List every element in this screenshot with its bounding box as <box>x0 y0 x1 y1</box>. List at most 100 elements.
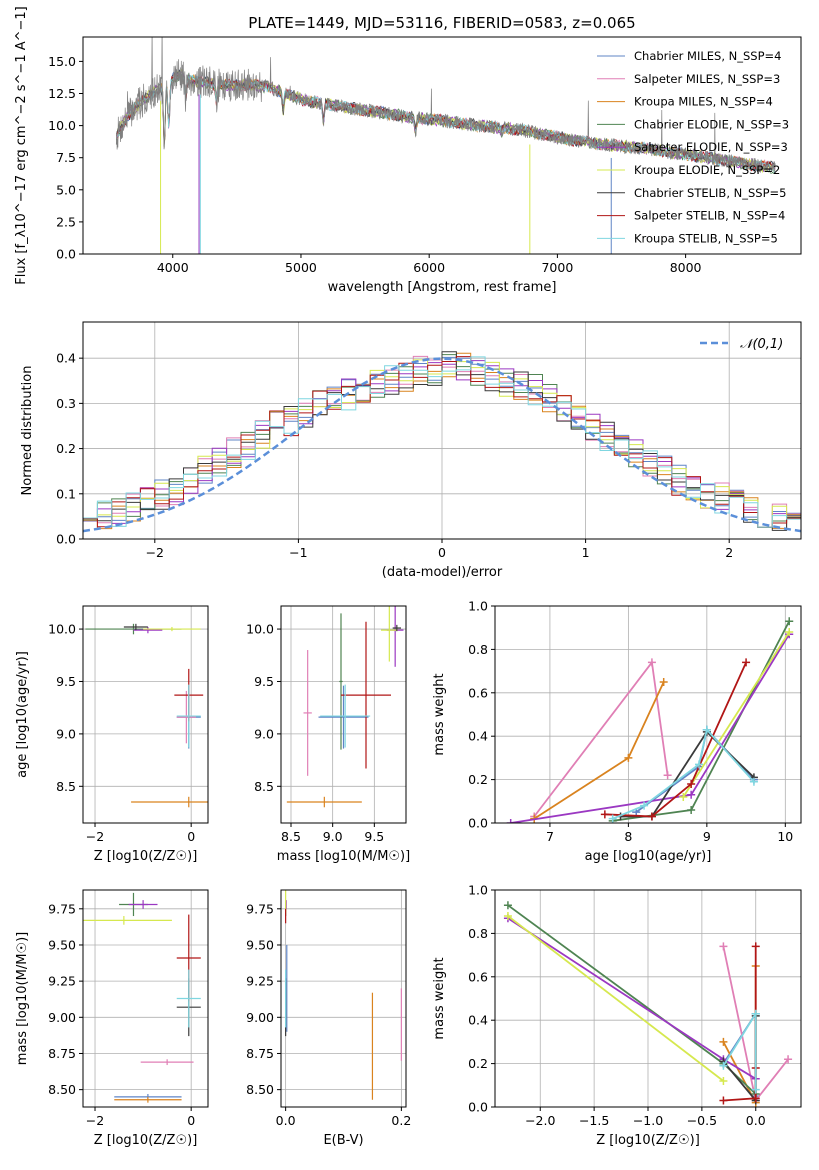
x-tick-label: −2 <box>86 1113 104 1128</box>
y-tick-label: 0.8 <box>468 642 488 657</box>
y-tick-label: 8.75 <box>48 1046 76 1061</box>
errorbar-point <box>176 684 201 748</box>
legend-label: Chabrier STELIB, N_SSP=5 <box>634 186 786 200</box>
figure-title: PLATE=1449, MJD=53116, FIBERID=0583, z=0… <box>248 14 635 32</box>
errorbar-point <box>339 613 343 750</box>
legend-label: Salpeter ELODIE, N_SSP=3 <box>634 140 788 154</box>
y-tick-label: 0.0 <box>468 1100 488 1115</box>
age-vs-mass-panel: 8.5 9.0 9.5 8.5 9.0 9.5 10.0 mass [log10(M/M☉)] <box>246 605 410 864</box>
plot-area <box>506 617 794 823</box>
x-tick-label: 0.0 <box>276 1113 296 1128</box>
errorbar-point <box>320 684 371 748</box>
weight-point-marker <box>784 1055 793 1064</box>
weight-point-marker <box>719 1096 728 1105</box>
weight-point-marker <box>687 790 696 799</box>
weight-point-marker <box>751 1085 760 1094</box>
axes-frame <box>494 889 802 1108</box>
weight-vs-metallicity-panel: −2.0 −1.5 −1.0 −0.5 0.0 0.0 0.2 0.4 0.6 0.8 1.0 Z [… <box>432 883 802 1148</box>
axes-frame <box>280 889 407 1108</box>
errorbar-point <box>128 900 158 909</box>
y-tick-label: 0.0 <box>56 247 76 262</box>
y-tick-label: 8.75 <box>246 1046 274 1061</box>
weight-point-marker <box>608 814 617 823</box>
weight-vs-age-panel: 7 8 9 10 0.0 0.2 0.4 0.6 0.8 1.0 age [log10(age/yr… <box>432 599 802 864</box>
spectrum-panel: 4000 5000 6000 7000 8000 0.0 2.5 5.0 7.5 10.0 12.5… <box>14 6 802 295</box>
weight-point-marker <box>624 753 633 762</box>
x-axis-label: age [log10(age/yr)] <box>585 849 712 864</box>
weight-point-marker <box>600 810 609 819</box>
errorbar-point <box>143 626 201 632</box>
weight-point-marker <box>687 805 696 814</box>
weight-point-marker <box>506 819 515 823</box>
errorbar-point <box>392 624 401 632</box>
errorbar-point <box>381 606 398 662</box>
y-tick-label: 0.6 <box>468 969 488 984</box>
weight-point-marker <box>640 801 649 810</box>
weight-point-marker <box>749 777 758 786</box>
x-tick-label: −2 <box>86 829 104 844</box>
x-axis-label: E(B-V) <box>323 1133 363 1148</box>
y-tick-label: 0.2 <box>56 441 76 456</box>
x-tick-label: 0 <box>187 829 195 844</box>
errorbar-point <box>176 690 196 744</box>
plot-area <box>503 901 793 1107</box>
x-axis-label: Z [log10(Z/Z☉)] <box>94 1133 198 1148</box>
x-tick-label: −2.0 <box>525 1113 555 1128</box>
y-tick-label: 8.5 <box>254 779 274 794</box>
weight-point-marker <box>785 617 794 626</box>
observed-spectrum-line <box>115 37 776 173</box>
x-tick-label: 4000 <box>157 260 189 275</box>
y-tick-label: 9.0 <box>254 726 274 741</box>
errorbar-point <box>286 796 362 808</box>
y-tick-label: 0.2 <box>468 1056 488 1071</box>
errorbar-point <box>131 796 208 808</box>
y-tick-label: 9.5 <box>254 674 274 689</box>
x-tick-label: 9.5 <box>364 829 384 844</box>
y-tick-label: 9.50 <box>246 937 274 952</box>
plot-area <box>83 892 201 1103</box>
axes-frame <box>82 36 802 255</box>
errorbar-point <box>133 626 163 634</box>
y-tick-label: 9.25 <box>48 974 76 989</box>
x-tick-label: 0 <box>438 545 446 560</box>
spectrum-legend: Chabrier MILES, N_SSP=4 Salpeter MILES, N… <box>597 49 789 245</box>
x-tick-label: 8 <box>624 829 632 844</box>
x-tick-label: 8.5 <box>281 829 301 844</box>
weight-point-marker <box>785 628 794 637</box>
legend-label: 𝒩(0,1) <box>740 337 783 352</box>
y-tick-label: 10.0 <box>48 118 76 133</box>
y-tick-label: 9.0 <box>56 726 76 741</box>
errorbar-point <box>303 650 312 776</box>
weight-point-marker <box>751 942 760 951</box>
y-tick-label: 9.50 <box>48 937 76 952</box>
x-tick-label: 2 <box>725 545 733 560</box>
axes-frame <box>82 889 209 1108</box>
weight-point-marker <box>742 658 751 667</box>
weight-point-marker <box>647 812 656 821</box>
weight-point-marker <box>719 1076 728 1085</box>
x-tick-label: −1.0 <box>633 1113 663 1128</box>
legend-label: Kroupa STELIB, N_SSP=5 <box>634 231 778 245</box>
plot-area <box>286 606 404 808</box>
weight-point-marker <box>751 1009 760 1018</box>
y-tick-label: 0.4 <box>468 1013 488 1028</box>
histogram-step <box>83 351 801 531</box>
x-tick-label: 0.2 <box>391 1113 411 1128</box>
errorbar-point <box>176 969 201 1028</box>
y-tick-label: 7.5 <box>56 150 76 165</box>
y-tick-label: 9.75 <box>246 901 274 916</box>
y-tick-label: 15.0 <box>48 54 76 69</box>
legend-label: Chabrier ELODIE, N_SSP=3 <box>634 117 789 131</box>
y-tick-label: 0.6 <box>468 685 488 700</box>
y-tick-label: 0.0 <box>468 816 488 831</box>
x-tick-label: 0.0 <box>746 1113 766 1128</box>
weight-series-line <box>533 681 665 820</box>
x-axis-label: Z [log10(Z/Z☉)] <box>596 1133 700 1148</box>
plot-area <box>83 351 801 533</box>
errorbar-point <box>123 623 148 631</box>
weight-point-marker <box>695 760 703 769</box>
y-tick-label: 8.50 <box>48 1082 76 1097</box>
plot-area <box>85 623 208 808</box>
y-tick-label: 0.0 <box>56 532 76 547</box>
errorbar-point <box>318 685 369 749</box>
